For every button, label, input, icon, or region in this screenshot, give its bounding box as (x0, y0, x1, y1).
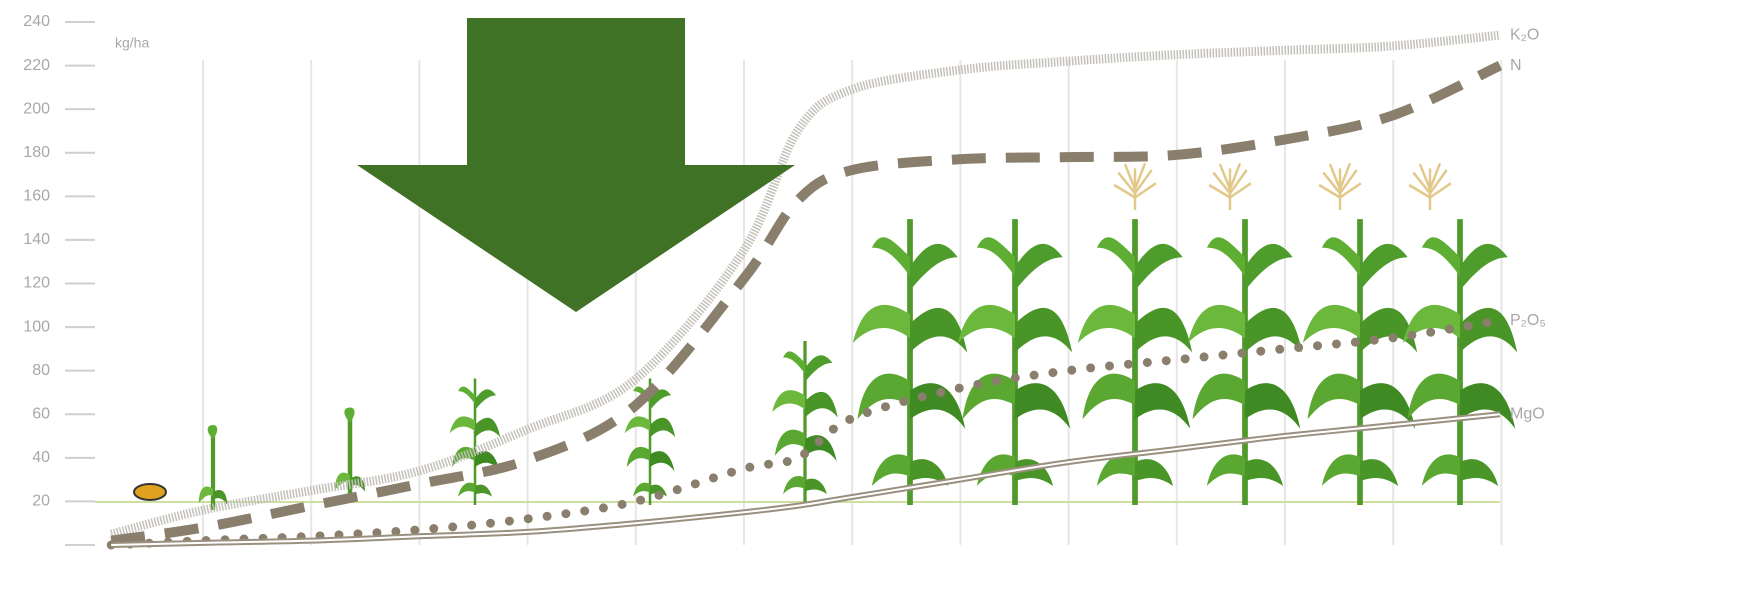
y-tick-label: 100 (23, 318, 50, 335)
series-lines (106, 30, 1505, 550)
y-axis-label: kg/ha (115, 35, 149, 51)
y-tick-label: 240 (23, 13, 50, 30)
y-tick-label: 60 (32, 405, 50, 422)
y-tick-label: 140 (23, 231, 50, 248)
y-tick-label: 180 (23, 144, 50, 161)
series-line (106, 316, 1505, 550)
series-label: P₂O₅ (1510, 312, 1546, 329)
series-line-inner (111, 413, 1501, 546)
arrow (357, 18, 795, 312)
y-tick-label: 120 (23, 275, 50, 292)
y-tick-label: 220 (23, 57, 50, 74)
series-label: N (1510, 57, 1522, 74)
illustration (133, 162, 1517, 510)
y-tick-label: 160 (23, 188, 50, 205)
series-line (110, 61, 1503, 546)
y-tick-label: 40 (32, 449, 50, 466)
y-tick-label: 80 (32, 362, 50, 379)
y-tick-label: 200 (23, 100, 50, 117)
y-tick-label: 20 (32, 493, 50, 510)
series-label: MgO (1510, 405, 1545, 422)
series-label: K₂O (1510, 26, 1539, 43)
